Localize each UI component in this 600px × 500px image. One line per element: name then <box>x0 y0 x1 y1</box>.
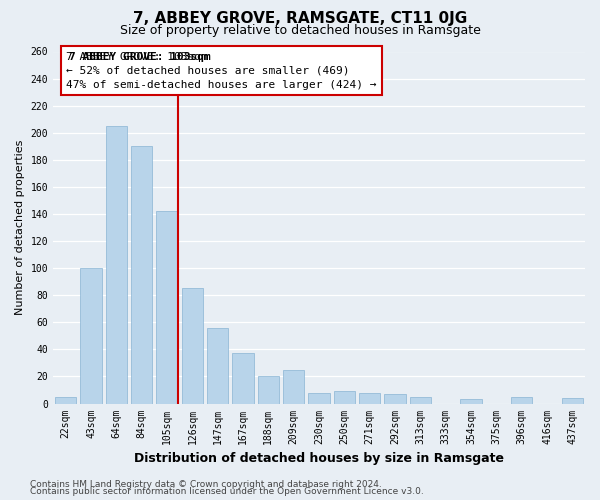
Text: Size of property relative to detached houses in Ramsgate: Size of property relative to detached ho… <box>119 24 481 37</box>
Bar <box>156 212 178 404</box>
Bar <box>182 288 203 404</box>
Bar <box>511 397 532 404</box>
Bar <box>232 354 254 404</box>
Bar <box>207 328 229 404</box>
Text: Contains HM Land Registry data © Crown copyright and database right 2024.: Contains HM Land Registry data © Crown c… <box>30 480 382 489</box>
Bar <box>80 268 102 404</box>
Text: 7 ABBEY GROVE: 103sqm: 7 ABBEY GROVE: 103sqm <box>69 52 211 62</box>
Bar <box>106 126 127 404</box>
Bar <box>384 394 406 404</box>
Bar <box>308 392 330 404</box>
Bar <box>460 400 482 404</box>
Bar <box>359 392 380 404</box>
Bar <box>562 398 583 404</box>
Text: 7, ABBEY GROVE, RAMSGATE, CT11 0JG: 7, ABBEY GROVE, RAMSGATE, CT11 0JG <box>133 11 467 26</box>
Bar <box>283 370 304 404</box>
Text: 7 ABBEY GROVE: 103sqm
← 52% of detached houses are smaller (469)
47% of semi-det: 7 ABBEY GROVE: 103sqm ← 52% of detached … <box>67 52 377 90</box>
X-axis label: Distribution of detached houses by size in Ramsgate: Distribution of detached houses by size … <box>134 452 504 465</box>
Y-axis label: Number of detached properties: Number of detached properties <box>15 140 25 315</box>
Bar <box>55 397 76 404</box>
Bar <box>410 397 431 404</box>
Bar <box>257 376 279 404</box>
Bar <box>334 392 355 404</box>
Text: Contains public sector information licensed under the Open Government Licence v3: Contains public sector information licen… <box>30 487 424 496</box>
Bar <box>131 146 152 404</box>
